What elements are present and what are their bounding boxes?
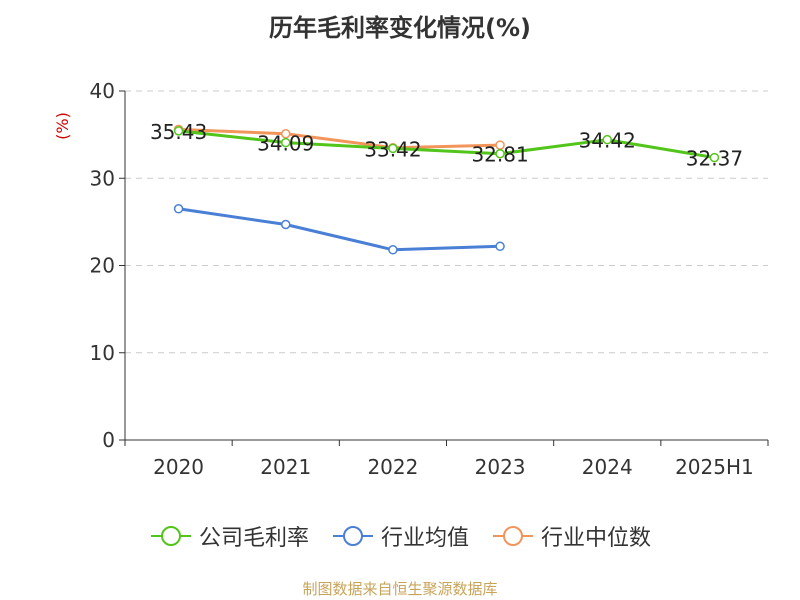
x-tick-label: 2024: [582, 455, 633, 479]
data-point: [388, 245, 398, 255]
data-point: [602, 134, 612, 145]
series-line-2: [178, 127, 501, 150]
data-point: [281, 219, 291, 230]
data-label: 34.42: [579, 129, 636, 153]
data-label: 35.43: [150, 120, 207, 144]
data-point: [388, 143, 398, 154]
legend-industry-median-icon: [493, 526, 533, 546]
chart-title: 历年毛利率变化情况(%): [269, 14, 531, 42]
series-line-0: [178, 129, 715, 160]
x-tick-label: 2021: [260, 455, 311, 479]
data-point: [495, 148, 505, 159]
y-axis-label: (%): [53, 112, 72, 140]
chart-legend: 公司毛利率 行业均值 行业中位数: [0, 520, 800, 552]
y-tick-label: 40: [90, 79, 115, 103]
legend-label: 公司毛利率: [198, 526, 309, 551]
x-tick-label: 2020: [153, 455, 204, 479]
x-tick-label: 2025H1: [675, 455, 754, 479]
x-tick-label: 2023: [475, 455, 526, 479]
series-line-1: [178, 207, 501, 252]
y-tick-label: 30: [90, 166, 115, 190]
data-label: 33.42: [364, 137, 421, 161]
legend-item-gross-margin[interactable]: 公司毛利率: [149, 520, 309, 552]
data-label: 32.81: [471, 143, 528, 167]
data-label: 34.09: [257, 132, 314, 156]
legend-label: 行业中位数: [541, 526, 652, 551]
data-point: [173, 204, 184, 214]
legend-item-industry-avg[interactable]: 行业均值: [331, 520, 469, 552]
data-label: 32.37: [686, 147, 743, 171]
data-point: [281, 129, 291, 139]
data-point: [495, 241, 505, 252]
x-tick-label: 2022: [367, 455, 418, 479]
legend-gross-margin-icon: [150, 526, 191, 546]
legend-industry-avg-icon: [332, 526, 373, 546]
legend-label: 行业均值: [380, 526, 469, 551]
source-note: 制图数据来自恒生聚源数据库: [302, 580, 498, 598]
data-point: [173, 126, 184, 136]
legend-item-industry-median[interactable]: 行业中位数: [491, 520, 651, 552]
y-tick-label: 0: [102, 428, 115, 452]
data-point: [709, 152, 720, 163]
y-tick-label: 10: [90, 341, 115, 365]
data-point: [281, 137, 291, 148]
y-tick-label: 20: [90, 254, 115, 278]
